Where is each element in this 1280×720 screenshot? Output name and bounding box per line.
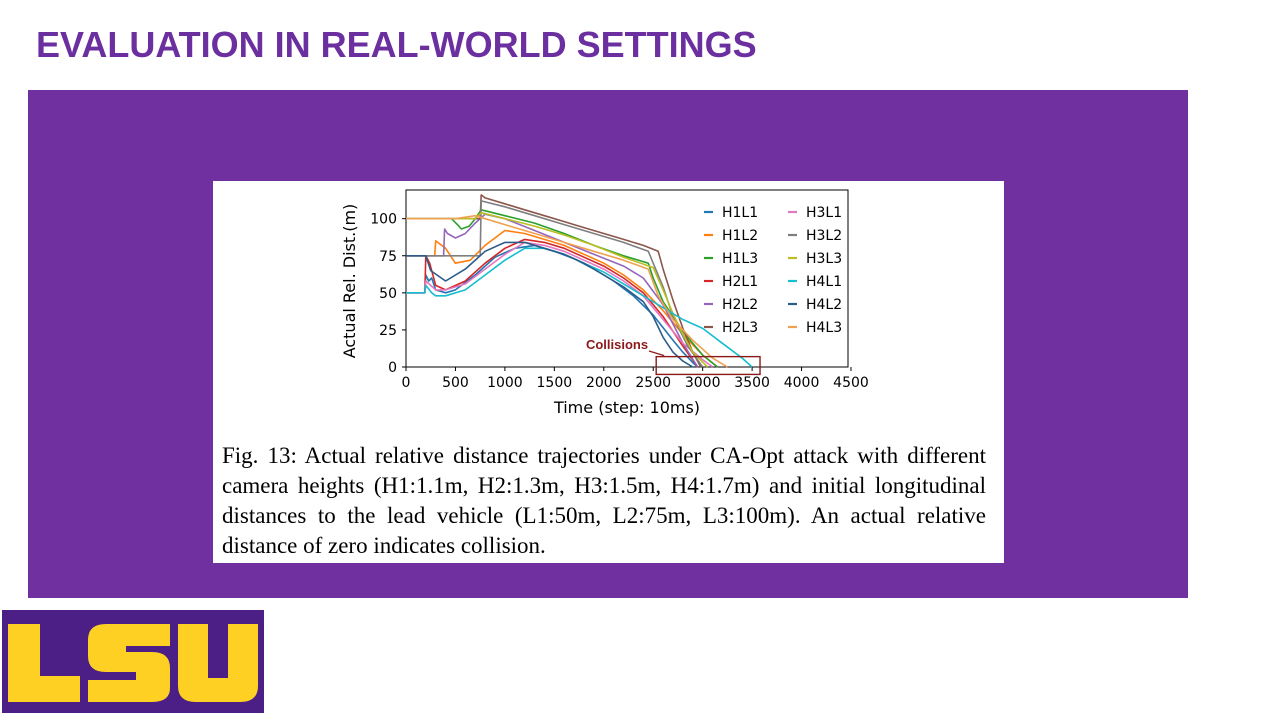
legend-label-h2l2: H2L2 xyxy=(722,297,758,313)
legend-label-h1l2: H1L2 xyxy=(722,228,758,244)
x-tick-label: 4000 xyxy=(784,375,820,391)
x-tick-label: 500 xyxy=(442,375,469,391)
x-tick-label: 0 xyxy=(402,375,411,391)
lsu-logo xyxy=(2,610,264,713)
legend-label-h2l3: H2L3 xyxy=(722,320,758,336)
series-line-h2l2 xyxy=(406,213,699,368)
x-tick-label: 3000 xyxy=(685,375,721,391)
legend-label-h3l1: H3L1 xyxy=(806,205,842,221)
legend-label-h4l3: H4L3 xyxy=(806,320,842,336)
x-tick-label: 4500 xyxy=(833,375,869,391)
series-line-h3l2 xyxy=(406,200,704,368)
series-line-h1l2 xyxy=(406,229,719,368)
legend-label-h4l2: H4L2 xyxy=(806,297,842,313)
y-tick-label: 50 xyxy=(379,286,397,302)
series-line-h1l1 xyxy=(406,244,699,368)
legend-label-h2l1: H2L1 xyxy=(722,274,758,290)
y-tick-label: 0 xyxy=(388,360,397,376)
legend-label-h4l1: H4L1 xyxy=(806,274,842,290)
figure-card: 0 500 1000 1500 2000 2500 3000 3500 4000 4500 0 25 5… xyxy=(213,181,1004,563)
legend-label-h3l2: H3L2 xyxy=(806,228,842,244)
series-line-h4l2 xyxy=(406,241,694,368)
x-tick-label: 2000 xyxy=(586,375,622,391)
series-line-h2l1 xyxy=(406,238,699,368)
y-tick-label: 25 xyxy=(379,323,397,339)
line-chart: 0 500 1000 1500 2000 2500 3000 3500 4000 4500 0 25 5… xyxy=(340,189,869,417)
slide-title: EVALUATION IN REAL-WORLD SETTINGS xyxy=(36,24,757,65)
figure-caption: Fig. 13: Actual relative distance trajec… xyxy=(222,443,986,558)
series-line-h1l3 xyxy=(406,208,719,368)
collisions-arrow xyxy=(648,350,665,357)
series-line-h4l1 xyxy=(406,247,753,368)
series-line-h3l1 xyxy=(406,241,714,368)
series-line-h3l3 xyxy=(406,211,709,368)
legend-label-h1l1: H1L1 xyxy=(722,205,758,221)
axes-frame xyxy=(405,189,849,368)
y-axis-label: Actual Rel. Dist.(m) xyxy=(340,204,359,359)
x-tick-label: 3500 xyxy=(734,375,770,391)
collisions-box xyxy=(655,355,761,376)
collisions-annotation: Collisions xyxy=(586,337,648,352)
x-tick-label: 2500 xyxy=(635,375,671,391)
x-tick-label: 1500 xyxy=(537,375,573,391)
x-tick-label: 1000 xyxy=(487,375,523,391)
legend-label-h3l3: H3L3 xyxy=(806,251,842,267)
series-line-h2l3 xyxy=(406,194,702,368)
y-tick-label: 100 xyxy=(370,212,397,228)
plot-area: 0 500 1000 1500 2000 2500 3000 3500 4000 4500 0 25 5… xyxy=(370,189,869,391)
series-line-h4l3 xyxy=(406,214,728,368)
legend-label-h1l3: H1L3 xyxy=(722,251,758,267)
y-tick-label: 75 xyxy=(379,249,397,265)
x-axis-label: Time (step: 10ms) xyxy=(553,398,700,417)
